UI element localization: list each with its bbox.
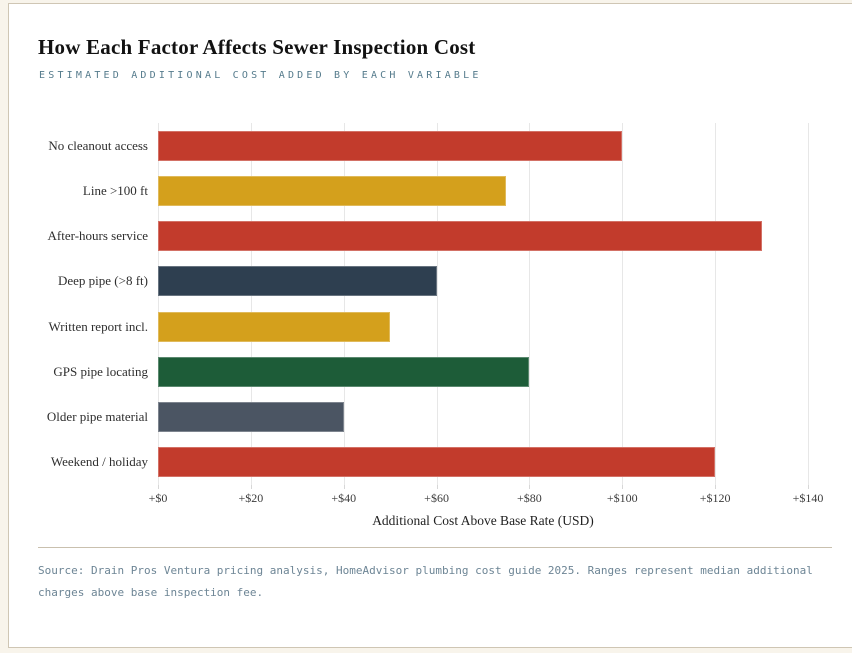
- tick-mark: [529, 485, 531, 489]
- chart-subtitle: ESTIMATED ADDITIONAL COST ADDED BY EACH …: [39, 70, 482, 81]
- bar: [158, 221, 762, 252]
- gridline: [529, 123, 531, 485]
- gridline: [715, 123, 717, 485]
- y-axis-label: GPS pipe locating: [38, 349, 148, 394]
- gridline: [250, 123, 252, 485]
- bar: [158, 266, 437, 297]
- chart-title: How Each Factor Affects Sewer Inspection…: [38, 35, 476, 59]
- bar-track: [158, 395, 808, 440]
- plot-area: No cleanout access Line >100 ft After-hour…: [38, 123, 852, 485]
- tick-mark: [715, 485, 717, 489]
- chart-row: GPS pipe locating: [38, 349, 852, 394]
- y-axis-label: Weekend / holiday: [38, 440, 148, 485]
- y-axis-label: No cleanout access: [38, 123, 148, 168]
- x-axis-title: Additional Cost Above Base Rate (USD): [372, 513, 594, 528]
- y-axis-label-text: No cleanout access: [48, 137, 148, 153]
- footer-divider: [38, 547, 832, 548]
- gridline: [622, 123, 624, 485]
- tick-mark: [622, 485, 624, 489]
- x-tick-label: +$140: [792, 491, 824, 505]
- y-axis-label-text: Older pipe material: [46, 409, 148, 425]
- chart-row: After-hours service: [38, 214, 852, 259]
- chart-row: Written report incl.: [38, 304, 852, 349]
- tick-mark: [158, 485, 159, 489]
- x-tick-label: +$0: [148, 491, 168, 505]
- tick-mark: [343, 485, 345, 489]
- gridline: [436, 123, 438, 485]
- bar-chart: No cleanout access Line >100 ft After-hour…: [38, 123, 852, 529]
- bar-track: [158, 349, 808, 394]
- y-axis-label-text: GPS pipe locating: [53, 363, 148, 379]
- bar: [158, 311, 391, 342]
- bar: [158, 356, 530, 387]
- y-axis-label: Older pipe material: [38, 395, 148, 440]
- y-axis-label-text: Deep pipe (>8 ft): [58, 273, 148, 289]
- y-axis-label-text: Weekend / holiday: [50, 454, 148, 470]
- y-axis-label: Written report incl.: [38, 304, 148, 349]
- bar-track: [158, 214, 808, 259]
- source-note: Source: Drain Pros Ventura pricing analy…: [38, 564, 813, 599]
- x-tick-label: +$40: [331, 491, 357, 505]
- x-tick-label: +$120: [699, 491, 731, 505]
- y-axis-label: Deep pipe (>8 ft): [38, 259, 148, 304]
- y-axis-label-text: Line >100 ft: [82, 182, 148, 198]
- chart-card: How Each Factor Affects Sewer Inspection…: [8, 3, 852, 648]
- chart-row: No cleanout access: [38, 123, 852, 168]
- bar: [158, 402, 344, 433]
- y-axis-label-text: After-hours service: [47, 228, 148, 244]
- chart-row: Line >100 ft: [38, 168, 852, 213]
- gridline: [343, 123, 345, 485]
- gridlines: [158, 123, 809, 485]
- tick-mark: [808, 485, 809, 489]
- bar: [158, 130, 623, 161]
- bar-track: [158, 304, 808, 349]
- bar: [158, 447, 716, 478]
- gridline: [158, 123, 159, 485]
- bar-rows: No cleanout access Line >100 ft After-hour…: [38, 123, 852, 485]
- chart-row: Weekend / holiday: [38, 440, 852, 485]
- chart-row: Older pipe material: [38, 395, 852, 440]
- x-tick-label: +$80: [517, 491, 542, 505]
- x-tick-label: +$60: [424, 491, 449, 505]
- tick-mark: [250, 485, 252, 489]
- bar-track: [158, 440, 808, 485]
- y-axis-label: Line >100 ft: [38, 168, 148, 213]
- gridline: [808, 123, 809, 485]
- chart-row: Deep pipe (>8 ft): [38, 259, 852, 304]
- x-axis-ticks: +$0 +$20 +$40 +$60 +$80 +$100 +$120 +$140: [149, 485, 823, 509]
- bar: [158, 175, 507, 206]
- bar-track: [158, 259, 808, 304]
- bar-track: [158, 123, 808, 168]
- tick-mark: [436, 485, 438, 489]
- y-axis-label: After-hours service: [38, 214, 148, 259]
- x-tick-label: +$100: [606, 491, 638, 505]
- y-axis-label-text: Written report incl.: [48, 318, 148, 334]
- bar-track: [158, 168, 808, 213]
- x-tick-label: +$20: [238, 491, 264, 505]
